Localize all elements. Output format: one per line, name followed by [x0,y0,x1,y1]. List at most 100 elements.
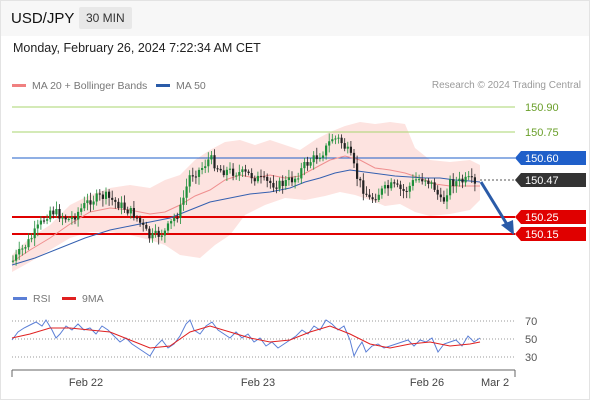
candle-body [182,197,185,205]
candle-body [170,221,173,224]
candle-body [467,176,470,178]
candle-body [247,171,250,174]
candle-body [73,217,77,220]
ma50-line [11,169,481,266]
candle-body [235,175,238,177]
candle-body [408,185,411,192]
candle-body [362,180,365,194]
candle-body [179,204,182,219]
candle-body [238,172,241,176]
candle-body [411,180,414,186]
candle-body [405,190,408,192]
candle-body [123,202,126,210]
level-label-150-47: 150.47 [525,175,559,187]
candle-body [396,183,399,185]
candle-body [321,155,325,158]
ma50-swatch [156,83,170,87]
candle-body [111,197,114,200]
candle-body [393,182,396,184]
candle-body [98,193,101,195]
legend-item-ma20: MA 20 + Bollinger Bands [12,80,147,92]
candle-body [21,248,24,250]
candle-body [194,176,197,178]
candle-body [139,218,142,223]
candle-body [39,220,42,225]
candle-body [46,219,49,221]
candle-body [176,217,179,219]
candle-body [219,168,222,171]
candle-body [449,179,452,196]
candle-body [114,199,117,202]
candle-body [24,247,27,249]
rsi-label-30: 30 [525,352,537,364]
candle-body [266,176,269,181]
rsi-ma-line [11,325,481,349]
rsi-label-70: 70 [525,316,537,328]
x-label-feb23: Feb 23 [241,377,275,389]
candle-body [287,177,290,181]
ma20-line [11,155,480,263]
candle-body [225,169,228,176]
candle-body [77,211,80,220]
candle-body [201,168,204,170]
rsi-ma-legend-label: 9MA [82,293,104,305]
symbol-label: USD/JPY [11,10,75,27]
candle-body [278,180,281,189]
candle-body [142,222,145,225]
candle-body [120,202,123,209]
candle-body [442,197,445,202]
rsi-label-50: 50 [525,334,537,346]
candle-body [328,141,331,146]
candle-body [390,182,393,189]
rsi-legend-label: RSI [33,293,51,305]
candle-body [436,189,439,195]
level-label-150-60: 150.60 [525,153,559,165]
candle-body [61,217,64,219]
candle-body [42,220,46,222]
candle-body [241,169,244,173]
x-label-feb22: Feb 22 [69,377,103,389]
candle-body [49,210,52,220]
candle-body [306,162,309,166]
candle-body [433,182,436,190]
candle-body [101,194,104,199]
candle-body [126,209,129,214]
timeframe-badge[interactable]: 30 MIN [79,7,132,29]
candle-body [185,186,188,198]
candle-body [222,170,225,176]
candle-body [188,175,191,187]
candle-body [108,191,111,198]
candle-body [318,157,321,160]
ma50-legend-label: MA 50 [176,80,206,92]
candle-body [297,178,300,180]
candle-body [157,230,160,237]
candle-body [325,145,328,156]
candle-body [259,175,263,177]
candle-body [18,248,21,255]
candle-body [256,175,259,182]
candle-body [160,235,163,237]
candle-body [129,208,132,214]
candle-body [70,217,73,219]
candle-body [148,228,151,239]
candle-body [383,185,387,189]
candle-body [470,176,473,178]
candle-body [374,199,377,201]
candle-body [284,180,287,186]
candle-body [213,155,216,169]
candle-body [52,210,55,215]
candle-body [290,177,294,183]
candle-body [352,152,356,164]
candle-body [95,193,98,202]
candle-body [83,203,86,209]
candle-body [461,178,464,183]
level-box-150-25: 150.25 [515,210,586,224]
candle-body [64,217,67,220]
candle-body [331,139,334,142]
candle-body [166,223,170,231]
candle-body [132,208,135,218]
candle-body [80,208,83,212]
candle-body [346,146,349,149]
candle-body [452,179,455,187]
